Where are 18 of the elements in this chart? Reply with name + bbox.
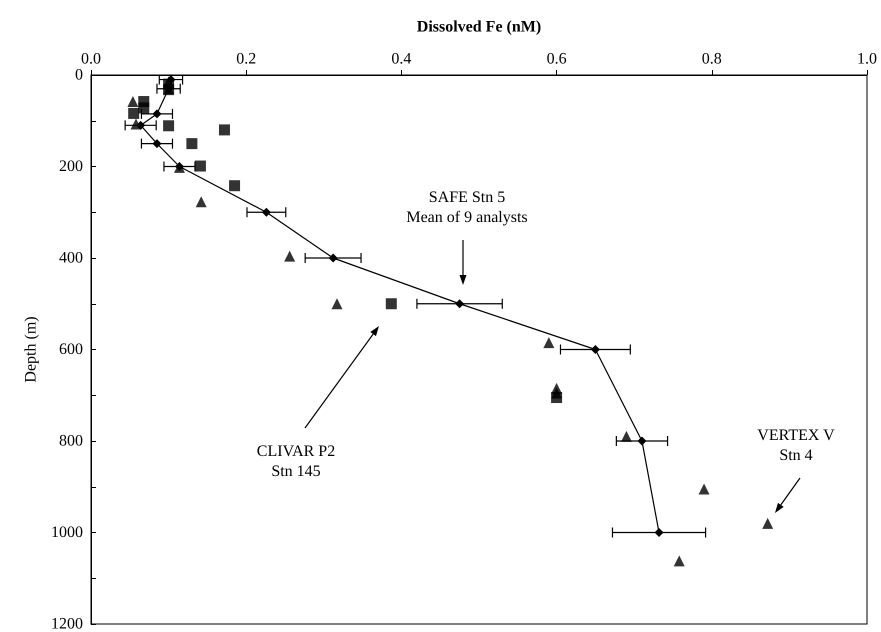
- y-tick-label: 1000: [51, 524, 83, 541]
- x-axis-title: Dissolved Fe (nM): [416, 18, 542, 36]
- annotation: SAFE Stn 5 Mean of 9 analysts: [406, 188, 528, 228]
- y-tick-label: 200: [59, 158, 83, 175]
- annotation: VERTEX V Stn 4: [757, 426, 835, 466]
- y-tick-label: 600: [59, 341, 83, 358]
- x-tick-label: 0.8: [702, 50, 722, 68]
- y-tick-label: 800: [59, 432, 83, 450]
- y-tick-label: 0: [75, 66, 83, 84]
- x-tick-label: 0.0: [81, 50, 101, 68]
- x-tick-label: 1.0: [857, 50, 877, 68]
- y-tick-label: 1200: [51, 616, 83, 632]
- x-tick-label: 0.4: [391, 50, 412, 68]
- x-tick-label: 0.2: [236, 50, 256, 68]
- x-tick-label: 0.6: [546, 50, 567, 68]
- y-axis-title: Depth (m): [22, 316, 40, 383]
- y-tick-label: 400: [59, 250, 83, 266]
- annotation: CLIVAR P2 Stn 145: [256, 442, 336, 482]
